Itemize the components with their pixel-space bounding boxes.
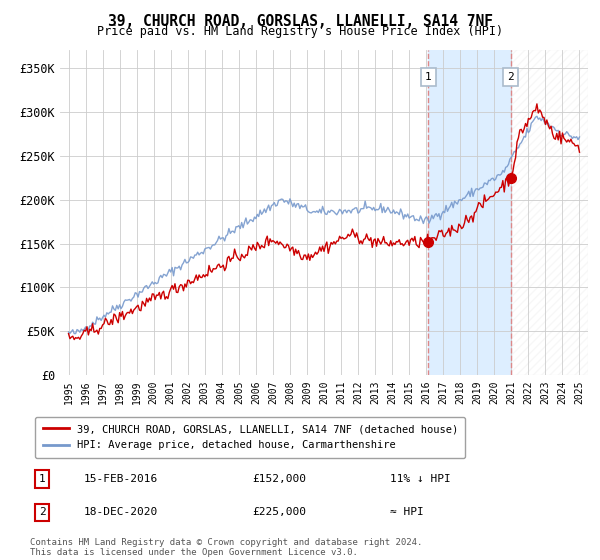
Text: ≈ HPI: ≈ HPI xyxy=(390,507,424,517)
Text: 2: 2 xyxy=(38,507,46,517)
Legend: 39, CHURCH ROAD, GORSLAS, LLANELLI, SA14 7NF (detached house), HPI: Average pric: 39, CHURCH ROAD, GORSLAS, LLANELLI, SA14… xyxy=(35,417,466,458)
Text: 11% ↓ HPI: 11% ↓ HPI xyxy=(390,474,451,484)
Bar xyxy=(428,50,511,375)
Text: Price paid vs. HM Land Registry's House Price Index (HPI): Price paid vs. HM Land Registry's House … xyxy=(97,25,503,38)
Text: 1: 1 xyxy=(425,72,431,82)
Text: £152,000: £152,000 xyxy=(252,474,306,484)
Text: 2: 2 xyxy=(507,72,514,82)
Text: 39, CHURCH ROAD, GORSLAS, LLANELLI, SA14 7NF: 39, CHURCH ROAD, GORSLAS, LLANELLI, SA14… xyxy=(107,14,493,29)
Text: 18-DEC-2020: 18-DEC-2020 xyxy=(84,507,158,517)
Text: 1: 1 xyxy=(38,474,46,484)
Bar xyxy=(511,50,588,375)
Text: £225,000: £225,000 xyxy=(252,507,306,517)
Text: Contains HM Land Registry data © Crown copyright and database right 2024.
This d: Contains HM Land Registry data © Crown c… xyxy=(30,538,422,557)
Text: 15-FEB-2016: 15-FEB-2016 xyxy=(84,474,158,484)
